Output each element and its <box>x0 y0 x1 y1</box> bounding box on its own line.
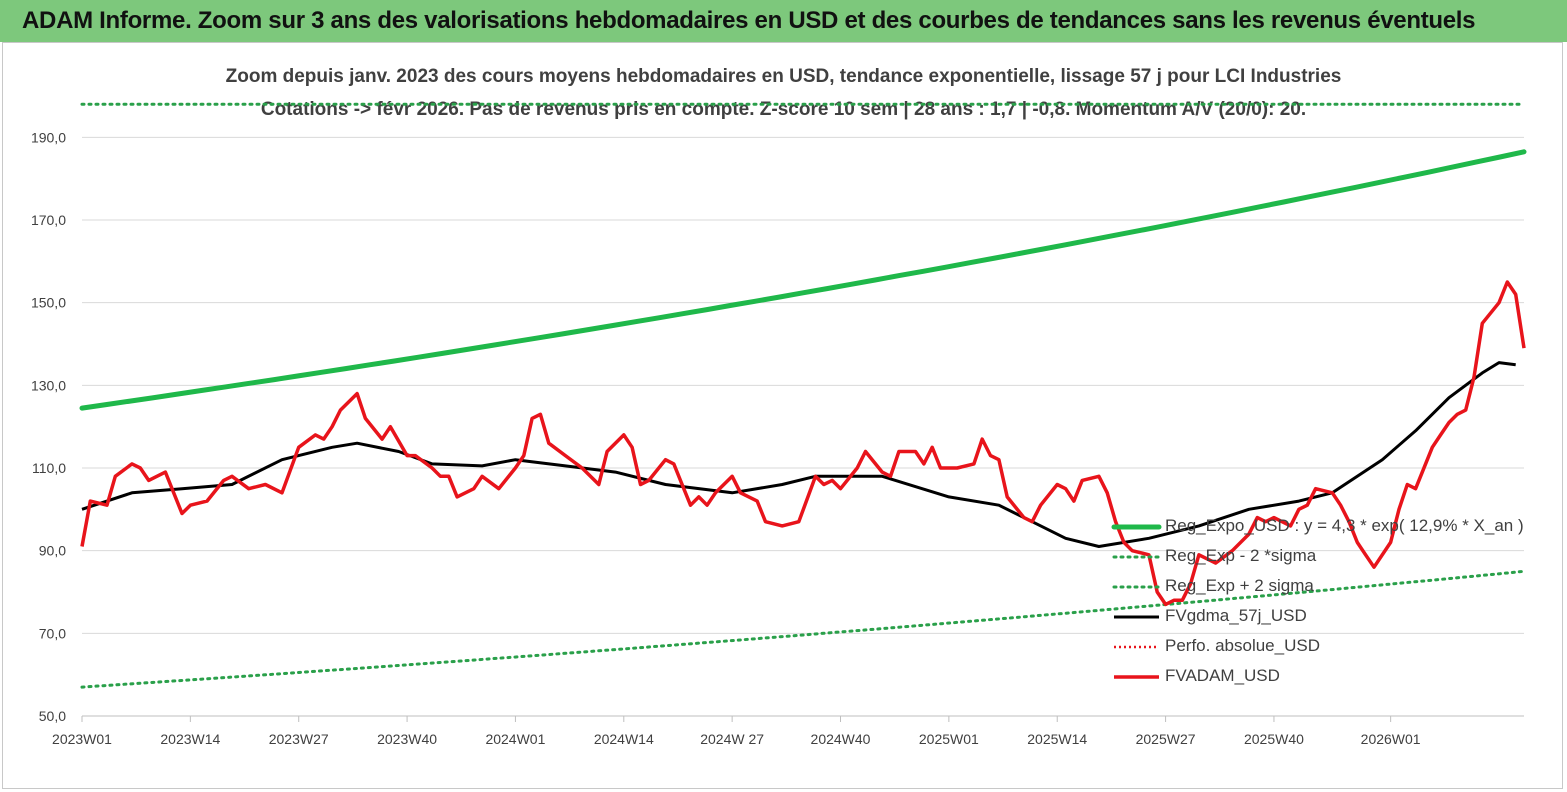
legend-label: Reg_Exp - 2 *sigma <box>1165 546 1317 565</box>
y-tick-label: 110,0 <box>32 460 66 476</box>
y-tick-label: 150,0 <box>31 295 66 311</box>
chart-frame <box>2 42 1563 789</box>
series-line-5 <box>80 280 1526 607</box>
x-tick-label: 2023W14 <box>160 731 220 747</box>
title-banner: ADAM Informe. Zoom sur 3 ans des valoris… <box>0 0 1567 42</box>
series-line-1 <box>80 569 1526 689</box>
x-tick-label: 2025W01 <box>919 731 979 747</box>
x-tick-label: 2025W14 <box>1027 731 1087 747</box>
legend-label: FVADAM_USD <box>1165 666 1280 685</box>
x-tick-label: 2025W27 <box>1136 731 1196 747</box>
legend-label: Reg_Exp + 2 sigma <box>1165 576 1314 595</box>
x-tick-label: 2023W40 <box>377 731 437 747</box>
x-tick-label: 2024W40 <box>811 731 871 747</box>
y-tick-label: 90,0 <box>39 543 66 559</box>
series-line-0 <box>79 149 1527 411</box>
y-tick-label: 170,0 <box>31 212 66 228</box>
y-tick-label: 190,0 <box>31 129 66 145</box>
x-tick-label: 2024W 27 <box>700 731 764 747</box>
x-tick-label: 2024W01 <box>485 731 545 747</box>
banner-title: ADAM Informe. Zoom sur 3 ans des valoris… <box>22 7 1476 34</box>
y-tick-label: 130,0 <box>31 377 66 393</box>
legend-label: Perfo. absolue_USD <box>1165 636 1320 655</box>
legend-label: Reg_Expo_USD : y = 4,3 * exp( 12,9% * X_… <box>1165 516 1524 535</box>
x-tick-label: 2026W01 <box>1361 731 1421 747</box>
legend-label: FVgdma_57j_USD <box>1165 606 1307 625</box>
y-tick-label: 50,0 <box>39 708 66 724</box>
chart-subtitle-line-1: Zoom depuis janv. 2023 des cours moyens … <box>225 66 1342 87</box>
y-tick-label: 70,0 <box>39 625 66 641</box>
x-tick-label: 2025W40 <box>1244 731 1304 747</box>
x-tick-label: 2023W01 <box>52 731 112 747</box>
x-tick-label: 2023W27 <box>269 731 329 747</box>
x-tick-label: 2024W14 <box>594 731 654 747</box>
